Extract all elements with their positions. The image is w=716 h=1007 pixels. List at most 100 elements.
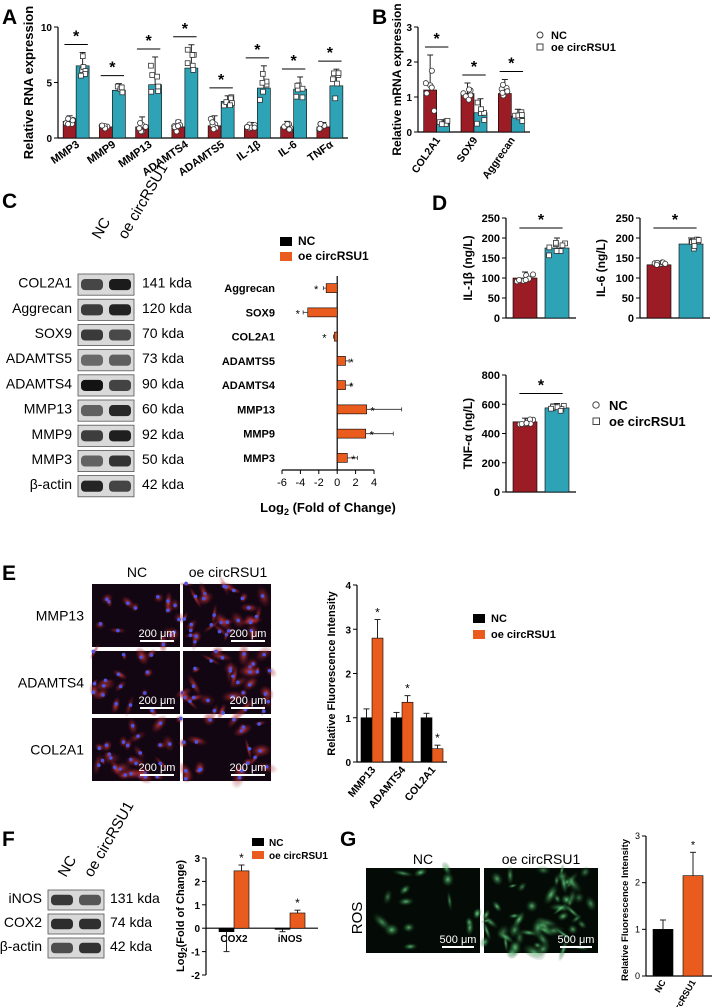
y-tick-label: 0 <box>194 924 200 935</box>
cell <box>512 910 526 929</box>
nucleus <box>184 769 188 773</box>
category-label: MMP3 <box>49 139 82 167</box>
legend-label-nc: NC <box>551 30 567 42</box>
y-tick-label: 2 <box>194 877 200 888</box>
panel-a-chart: 0510*MMP3*MMP9*MMP13*ADAMTS4*ADAMTS5*IL-… <box>21 6 348 179</box>
nucleus <box>92 681 97 686</box>
blot-size-label: 92 kda <box>142 426 184 442</box>
data-point <box>190 67 197 73</box>
y-axis-label: Relative Fluorescence Intensity <box>326 590 338 755</box>
nucleus <box>188 699 192 704</box>
blot-protein-label: SOX9 <box>35 325 73 341</box>
category-label: MMP13 <box>237 404 275 416</box>
cell <box>465 916 474 928</box>
micro-e-col-nc: NC <box>127 564 147 580</box>
panel-g-chart: 0 1 2 3 NC * oe circRSU1 Relative Fluorescence … <box>620 831 712 1007</box>
cell <box>556 911 570 922</box>
data-point <box>154 73 160 80</box>
nucleus <box>247 605 251 610</box>
data-point <box>559 242 566 249</box>
nucleus <box>263 692 268 696</box>
legend-label-oe: oe circRSU1 <box>551 42 616 54</box>
x-tick-label: 4 <box>371 477 377 489</box>
cell <box>472 907 482 920</box>
nucleus <box>109 756 113 760</box>
y-tick-label: 0 <box>635 971 640 981</box>
nucleus <box>212 613 216 617</box>
blot-size-label: 50 kda <box>142 451 184 467</box>
bar <box>336 356 346 366</box>
panel-c-letter: C <box>2 190 17 213</box>
data-point <box>653 261 660 268</box>
legend-label-oe: oe circRSU1 <box>298 249 369 263</box>
category-label: SOX9 <box>455 135 481 165</box>
nucleus <box>226 629 231 633</box>
y-tick-label: 100 <box>616 273 634 285</box>
nucleus <box>125 743 130 748</box>
y-axis-label: IL-1β (ng/L) <box>461 235 475 300</box>
nucleus <box>240 596 245 601</box>
blot-protein-label: Aggrecan <box>12 300 72 316</box>
nucleus <box>264 764 269 769</box>
data-point <box>518 420 525 427</box>
x-axis-label: Log2 (Fold of Change) <box>260 500 396 517</box>
nucleus <box>172 630 177 634</box>
bar <box>371 637 384 763</box>
significance-star: * <box>351 454 356 466</box>
data-point <box>251 124 258 131</box>
nucleus <box>166 608 170 613</box>
data-point <box>317 120 324 127</box>
y-tick-label: 150 <box>616 253 634 265</box>
nucleus <box>228 668 233 673</box>
significance-star: * <box>254 42 261 59</box>
nucleus <box>142 691 147 695</box>
nucleus <box>183 776 188 781</box>
data-point <box>260 71 266 77</box>
nucleus <box>241 725 246 730</box>
nucleus <box>173 603 177 608</box>
nucleus <box>240 768 244 773</box>
data-point <box>257 97 263 103</box>
cell <box>402 922 416 933</box>
cell <box>382 888 393 906</box>
blot-band <box>79 918 101 930</box>
blot-band <box>109 455 131 467</box>
y-axis-label: Relative RNA expression <box>21 6 36 159</box>
bar <box>360 717 373 763</box>
y-tick-label: 5 <box>46 79 52 90</box>
scale-bar-label: 200 μm <box>230 762 267 774</box>
data-point <box>522 276 529 283</box>
data-point <box>481 109 487 116</box>
blot-band <box>81 405 103 417</box>
nucleus <box>193 666 197 671</box>
cell <box>391 869 415 878</box>
data-point <box>478 106 484 112</box>
data-point <box>227 102 233 109</box>
data-point <box>335 70 342 76</box>
nucleus <box>248 670 252 674</box>
significance-star: * <box>434 31 441 48</box>
y-tick-label: 200 <box>616 233 634 245</box>
nucleus <box>249 628 254 633</box>
panel-e-micrographs: NC oe circRSU1 MMP13 200 μm 200 μm ADAMTS4 2… <box>18 564 279 790</box>
legend-label-nc: NC <box>298 234 316 248</box>
significance-star: * <box>146 33 153 50</box>
y-tick-label: 1 <box>635 924 640 934</box>
significance-star: * <box>182 21 189 38</box>
y-tick-label: 0 <box>494 313 500 325</box>
x-tick-label: 2 <box>353 477 359 489</box>
data-point <box>118 84 125 91</box>
blot-size-label: 60 kda <box>142 401 184 417</box>
cell <box>514 928 525 947</box>
significance-star: * <box>349 357 354 369</box>
cell <box>490 871 504 887</box>
nucleus <box>91 649 96 654</box>
data-point <box>530 271 537 278</box>
panel-b-letter: B <box>372 6 387 29</box>
data-point <box>293 93 300 100</box>
nucleus <box>178 716 183 721</box>
bar <box>678 243 704 319</box>
data-point <box>65 121 72 128</box>
category-label: MMP3 <box>243 453 275 465</box>
category-label: Aggrecan <box>480 135 518 182</box>
